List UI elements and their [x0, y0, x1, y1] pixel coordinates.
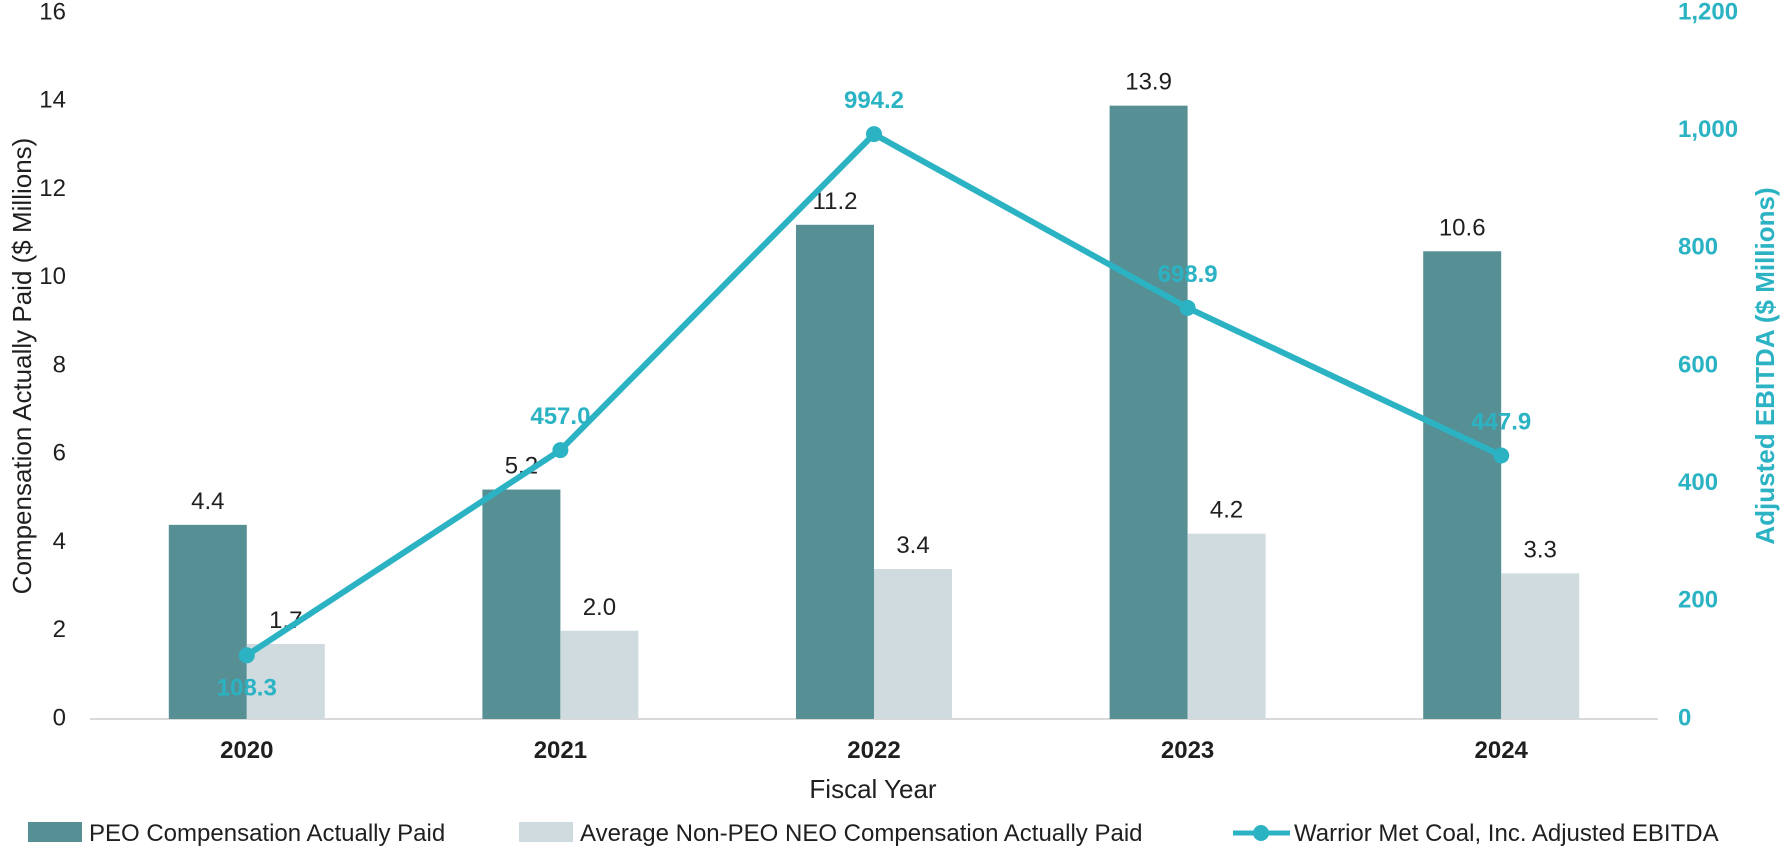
category-labels: 2020 2021 2022 2023 2024 [220, 737, 1528, 764]
legend-label-peo: PEO Compensation Actually Paid [89, 820, 445, 847]
bar-label-neo: 4.2 [1210, 497, 1243, 524]
bar-label-peo: 13.9 [1125, 69, 1172, 96]
left-tick-label: 14 [39, 87, 66, 114]
ebitda-label: 447.9 [1471, 408, 1531, 435]
x-axis-title: Fiscal Year [809, 774, 937, 804]
right-axis-title: Adjusted EBITDA ($ Millions) [1750, 187, 1780, 544]
left-tick-label: 8 [53, 351, 66, 378]
bar-neo [874, 568, 952, 719]
right-tick-label: 400 [1678, 469, 1718, 496]
line-series-group: 108.3 457.0 994.2 698.9 447.9 [217, 87, 1531, 701]
category-label: 2020 [220, 737, 273, 764]
ebitda-label: 108.3 [217, 674, 277, 701]
left-axis-ticks: 0 2 4 6 8 10 12 14 16 [39, 0, 66, 731]
legend-label-ebitda: Warrior Met Coal, Inc. Adjusted EBITDA [1294, 820, 1719, 847]
bars-group: 4.45.211.213.910.61.7 2.03.44.23.3 [168, 69, 1580, 720]
ebitda-marker [866, 126, 882, 143]
bar-neo [1187, 533, 1266, 719]
legend-swatch-ebitda-marker [1253, 825, 1269, 841]
bar-neo [1501, 573, 1580, 719]
bar-label-neo: 3.4 [896, 532, 929, 559]
bar-label-peo: 10.6 [1439, 214, 1486, 241]
bar-label-peo: 4.4 [191, 488, 224, 515]
bar-peo [796, 224, 874, 720]
category-label: 2024 [1475, 737, 1529, 764]
category-label: 2023 [1161, 737, 1214, 764]
ebitda-marker [552, 442, 569, 459]
bar-peo [168, 524, 247, 719]
bar-neo [246, 643, 325, 719]
left-axis-title: Compensation Actually Paid ($ Millions) [7, 138, 37, 595]
left-tick-label: 6 [53, 440, 66, 467]
bar-peo [482, 489, 561, 719]
bar-peo [1423, 251, 1502, 719]
ebitda-label: 698.9 [1158, 261, 1218, 288]
left-tick-label: 12 [39, 175, 66, 202]
left-tick-label: 2 [53, 616, 66, 643]
bar-label-neo: 3.3 [1524, 536, 1557, 563]
right-tick-label: 1,000 [1678, 116, 1738, 143]
left-tick-label: 4 [53, 528, 66, 555]
ebitda-label: 994.2 [844, 87, 904, 114]
left-tick-label: 16 [39, 0, 66, 25]
right-tick-label: 800 [1678, 234, 1718, 261]
ebitda-marker [1179, 299, 1196, 316]
legend: PEO Compensation Actually Paid Average N… [28, 820, 1719, 847]
left-tick-label: 0 [53, 704, 66, 731]
right-tick-label: 1,200 [1678, 0, 1738, 25]
bar-neo [560, 630, 639, 719]
legend-swatch-peo [28, 822, 82, 842]
legend-label-neo: Average Non-PEO NEO Compensation Actuall… [580, 820, 1143, 847]
category-label: 2022 [847, 737, 900, 764]
legend-swatch-neo [519, 822, 573, 842]
right-tick-label: 600 [1678, 351, 1718, 378]
bar-label-neo: 2.0 [583, 594, 616, 621]
left-tick-label: 10 [39, 263, 66, 290]
ebitda-label: 457.0 [530, 403, 590, 430]
right-tick-label: 200 [1678, 587, 1718, 614]
ebitda-marker [1493, 447, 1510, 464]
right-axis-ticks: 0 200 400 600 800 1,000 1,200 [1678, 0, 1738, 731]
bar-peo [1109, 105, 1188, 720]
ebitda-marker [238, 647, 255, 664]
category-label: 2021 [534, 737, 587, 764]
right-tick-label: 0 [1678, 704, 1691, 731]
